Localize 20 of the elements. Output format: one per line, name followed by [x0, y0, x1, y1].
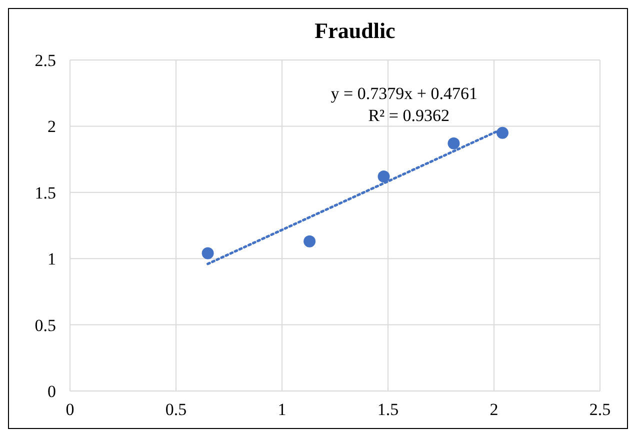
annotation: y = 0.7379x + 0.4761 [330, 84, 478, 103]
point [202, 247, 214, 260]
x-tick-label: 0.5 [165, 400, 187, 419]
x-tick-label: 1 [278, 400, 286, 419]
point [448, 137, 460, 150]
y-tick-label: 2 [48, 117, 56, 136]
annotation: R² = 0.9362 [368, 106, 450, 125]
point [496, 126, 508, 139]
y-tick-label: 0 [48, 382, 56, 401]
y-tick-label: 1 [48, 250, 56, 269]
x-tick-label: 2.5 [589, 400, 611, 419]
chart-title: Fraudlic [314, 18, 396, 43]
y-tick-label: 2.5 [34, 51, 56, 70]
x-tick-label: 2 [490, 400, 498, 419]
x-tick-label: 1.5 [377, 400, 399, 419]
x-tick-label: 0 [66, 400, 74, 419]
point [304, 235, 316, 248]
y-tick-label: 0.5 [34, 316, 56, 335]
y-tick-label: 1.5 [34, 183, 56, 202]
point [378, 170, 390, 183]
